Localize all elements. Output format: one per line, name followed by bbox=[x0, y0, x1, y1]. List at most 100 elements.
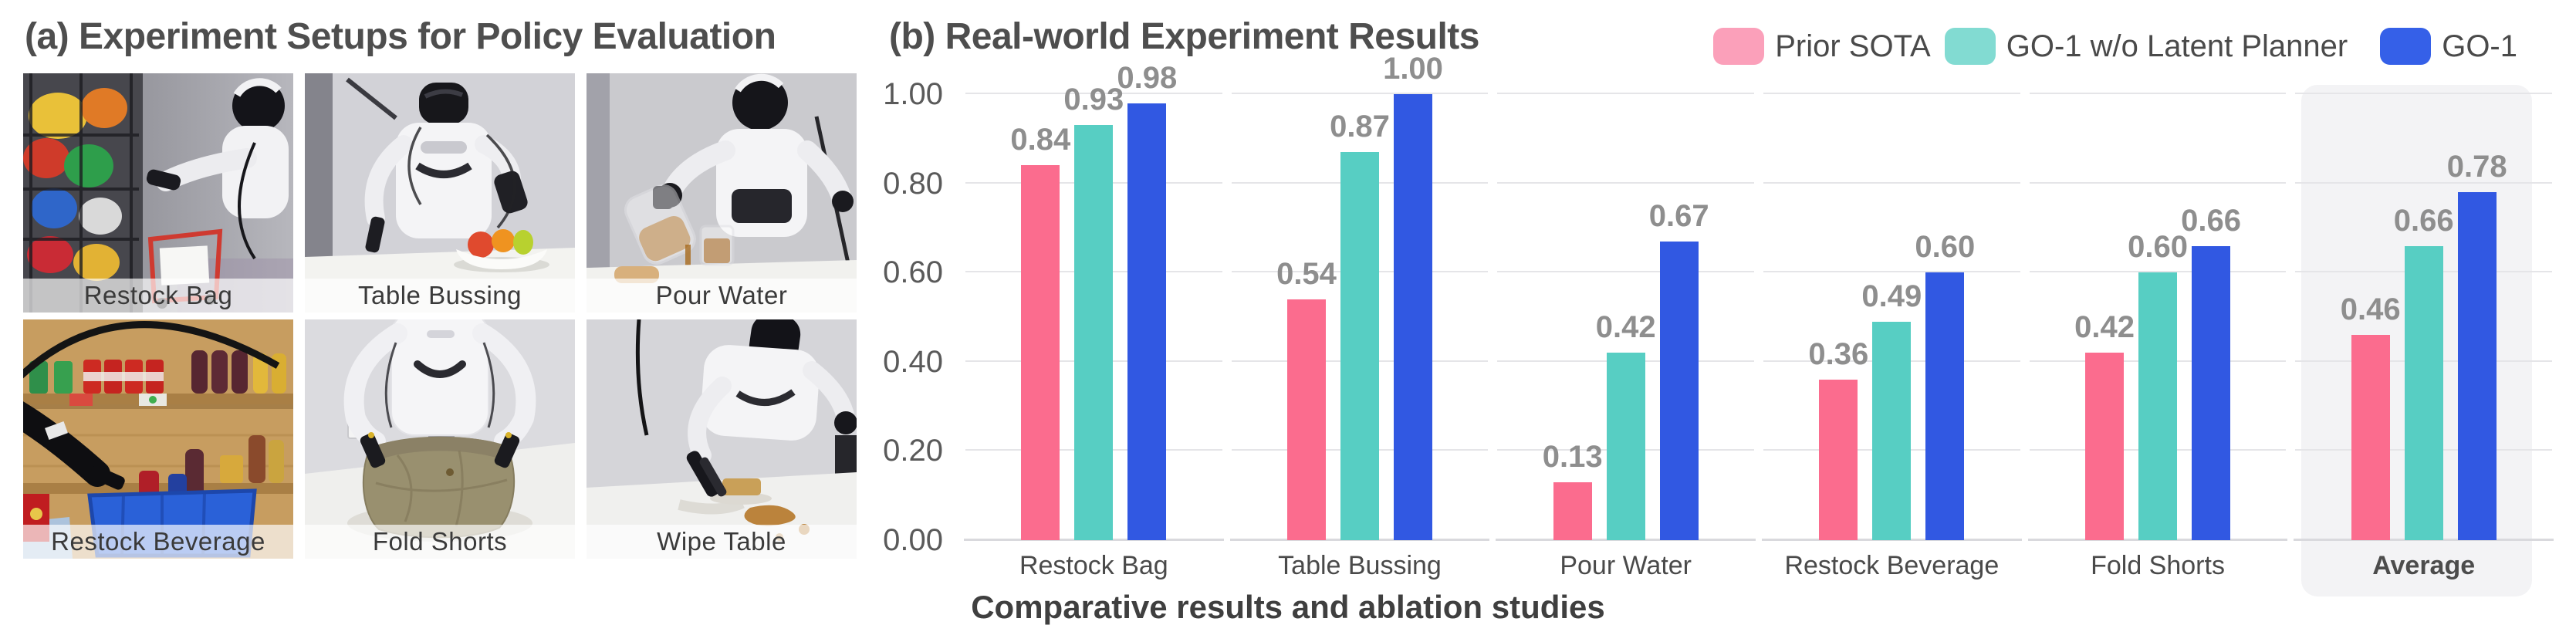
photo-pour-water: Pour Water bbox=[587, 73, 857, 313]
bar-go-1: 0.60 bbox=[1915, 230, 1975, 540]
photo-table-bussing: Table Bussing bbox=[305, 73, 575, 313]
gridline bbox=[2029, 271, 2287, 273]
legend-label: Prior SOTA bbox=[1775, 29, 1931, 63]
bar-prior-sota: 0.46 bbox=[2341, 292, 2401, 540]
chart-legend: Prior SOTA GO-1 w/o Latent Planner GO-1 bbox=[1713, 25, 2517, 68]
gridline bbox=[2295, 181, 2553, 184]
bar-go-1-w-o-latent-planner: 0.60 bbox=[2128, 230, 2188, 540]
bar-group: 0.54 0.87 1.00 bbox=[1227, 52, 1493, 540]
bar-value-label: 0.87 bbox=[1330, 110, 1390, 144]
facet-average: 0.46 0.66 0.78 Average bbox=[2290, 85, 2557, 596]
bar-value-label: 0.67 bbox=[1648, 198, 1709, 233]
bar-value-label: 0.46 bbox=[2340, 292, 2401, 327]
category-label-fold-shorts: Fold Shorts bbox=[2091, 551, 2225, 580]
photo-fold-shorts: Fold Shorts bbox=[305, 319, 575, 559]
bar-go-1-w-o-latent-planner: 0.66 bbox=[2394, 204, 2454, 540]
bar-value-label: 0.13 bbox=[1542, 439, 1603, 474]
y-tick-label: 0.80 bbox=[883, 166, 943, 201]
y-tick-label: 1.00 bbox=[883, 77, 943, 111]
y-tick-label: 0.20 bbox=[883, 434, 943, 468]
bar-value-label: 0.42 bbox=[2074, 310, 2135, 345]
photo-label-restock-beverage: Restock Beverage bbox=[23, 525, 293, 559]
category-label-pour-water: Pour Water bbox=[1560, 551, 1692, 580]
gridline bbox=[1763, 93, 2020, 94]
gridline bbox=[2295, 93, 2553, 94]
bar-value-label: 0.36 bbox=[1808, 336, 1869, 371]
gridline bbox=[965, 93, 1222, 94]
photo-label-wipe-table: Wipe Table bbox=[587, 525, 857, 559]
gridline bbox=[1763, 181, 2020, 184]
photo-restock-beverage: Restock Beverage bbox=[23, 319, 293, 559]
experiment-photo-grid: Restock Bag bbox=[23, 73, 857, 559]
photo-label-restock-bag: Restock Bag bbox=[23, 279, 293, 313]
bar-go-1: 0.67 bbox=[1649, 199, 1709, 540]
y-axis: 0.00 0.20 0.40 0.60 0.80 1.00 bbox=[864, 79, 943, 556]
bar-prior-sota: 0.84 bbox=[1010, 123, 1070, 540]
category-label-restock-beverage: Restock Beverage bbox=[1784, 551, 2000, 580]
bar-value-label: 0.49 bbox=[1861, 279, 1922, 313]
bar-go-1-w-o-latent-planner: 0.93 bbox=[1063, 83, 1124, 540]
table-bussing-scene bbox=[305, 73, 575, 313]
bar-value-label: 0.42 bbox=[1595, 310, 1656, 345]
legend-item-prior-sota: Prior SOTA bbox=[1713, 28, 1931, 65]
gridline bbox=[2029, 93, 2287, 94]
y-tick-label: 0.60 bbox=[883, 255, 943, 290]
bar-go-1: 1.00 bbox=[1383, 52, 1443, 540]
gridline bbox=[1231, 93, 1489, 94]
legend-swatch-go-1-w-o-latent-planner bbox=[1944, 28, 1996, 65]
restock-beverage-scene bbox=[23, 319, 293, 559]
facet-restock-beverage: 0.36 0.49 0.60 Restock Beverage bbox=[1759, 93, 2025, 580]
y-tick-label: 0.40 bbox=[883, 344, 943, 379]
bar-value-label: 0.93 bbox=[1063, 83, 1124, 117]
bar-group: 0.46 0.66 0.78 bbox=[2290, 150, 2557, 540]
legend-item-go-1: GO-1 bbox=[2380, 28, 2517, 65]
bar-group: 0.42 0.60 0.66 bbox=[2025, 204, 2291, 540]
bar-value-label: 1.00 bbox=[1383, 52, 1443, 86]
bar-value-label: 0.66 bbox=[2393, 203, 2454, 238]
bar-value-label: 0.98 bbox=[1117, 60, 1178, 95]
facet-table-bussing: 0.54 0.87 1.00 Table Bussing bbox=[1227, 52, 1493, 580]
photo-wipe-table: Wipe Table bbox=[587, 319, 857, 559]
legend-item-go-1-w-o-latent-planner: GO-1 w/o Latent Planner bbox=[1944, 28, 2348, 65]
category-label-average: Average bbox=[2372, 551, 2476, 580]
gridline bbox=[1763, 271, 2020, 273]
bar-group: 0.36 0.49 0.60 bbox=[1759, 230, 2025, 540]
bar-chart-plot: 0.84 0.93 0.98 Restock Bag 0.54 0.87 1.00 Table… bbox=[961, 52, 2557, 596]
legend-label: GO-1 bbox=[2442, 29, 2517, 63]
bar-prior-sota: 0.36 bbox=[1808, 337, 1868, 540]
photo-label-table-bussing: Table Bussing bbox=[305, 279, 575, 313]
wipe-table-scene bbox=[587, 319, 857, 559]
bar-prior-sota: 0.54 bbox=[1276, 257, 1337, 540]
figure-caption: Comparative results and ablation studies bbox=[971, 589, 1605, 625]
panel-a-title: (a) Experiment Setups for Policy Evaluat… bbox=[25, 16, 776, 57]
photo-restock-bag: Restock Bag bbox=[23, 73, 293, 313]
bar-prior-sota: 0.42 bbox=[2074, 310, 2135, 540]
y-tick-label: 0.00 bbox=[883, 523, 943, 557]
restock-bag-scene bbox=[23, 73, 293, 313]
bar-go-1-w-o-latent-planner: 0.42 bbox=[1596, 310, 1656, 540]
bar-go-1: 0.78 bbox=[2447, 150, 2507, 540]
gridline bbox=[1497, 271, 1755, 273]
bar-go-1: 0.98 bbox=[1117, 61, 1177, 540]
bar-go-1: 0.66 bbox=[2181, 204, 2241, 540]
panel-b-title: (b) Real-world Experiment Results bbox=[889, 16, 1479, 57]
fold-shorts-scene bbox=[305, 319, 575, 559]
legend-swatch-go-1 bbox=[2380, 28, 2432, 65]
facet-restock-bag: 0.84 0.93 0.98 Restock Bag bbox=[961, 61, 1227, 580]
bar-group: 0.84 0.93 0.98 bbox=[961, 61, 1227, 540]
bar-value-label: 0.84 bbox=[1010, 123, 1071, 157]
facet-fold-shorts: 0.42 0.60 0.66 Fold Shorts bbox=[2025, 93, 2291, 580]
gridline bbox=[1497, 93, 1755, 94]
bar-value-label: 0.54 bbox=[1276, 256, 1337, 291]
pour-water-scene bbox=[587, 73, 857, 313]
bar-value-label: 0.66 bbox=[2181, 203, 2241, 238]
photo-label-pour-water: Pour Water bbox=[587, 279, 857, 313]
bar-go-1-w-o-latent-planner: 0.87 bbox=[1330, 110, 1390, 540]
gridline bbox=[1497, 181, 1755, 184]
category-label-table-bussing: Table Bussing bbox=[1278, 551, 1442, 580]
legend-label: GO-1 w/o Latent Planner bbox=[2006, 29, 2348, 63]
legend-swatch-prior-sota bbox=[1713, 28, 1765, 65]
gridline bbox=[2029, 181, 2287, 184]
photo-label-fold-shorts: Fold Shorts bbox=[305, 525, 575, 559]
